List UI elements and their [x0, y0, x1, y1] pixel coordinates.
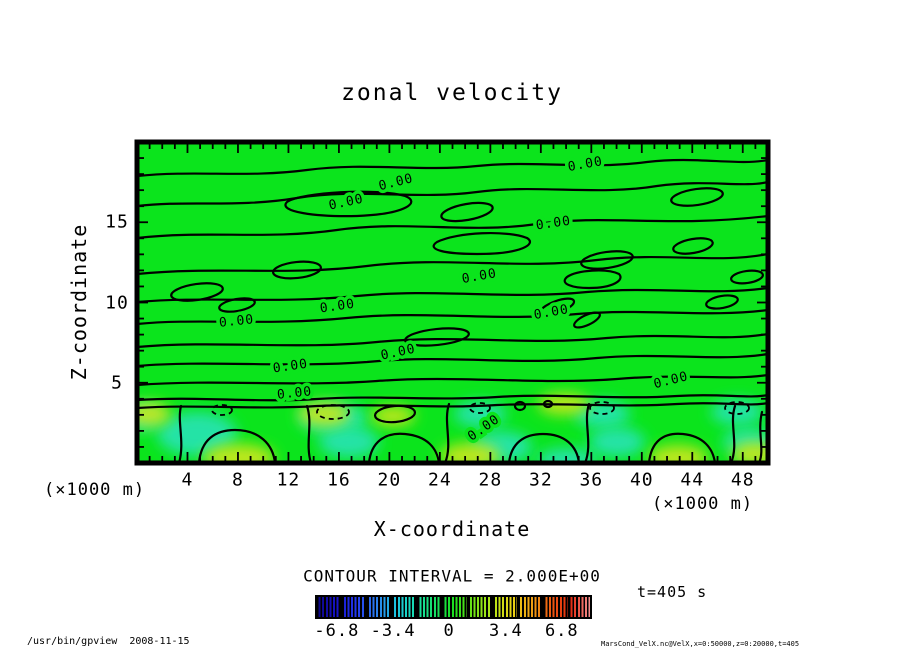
chart-title: zonal velocity [341, 80, 563, 106]
x-tick-label: 36 [579, 469, 604, 491]
colorbar-gradient [317, 597, 590, 617]
colorbar-tick-label: -3.4 [370, 621, 416, 641]
footer-program-path: /usr/bin/gpview 2008-11-15 [27, 636, 190, 647]
y-tick-label: 10 [105, 292, 129, 313]
colorbar [315, 595, 592, 619]
contour-interval-label: CONTOUR INTERVAL = 2.000E+00 [303, 566, 601, 586]
x-tick-label: 24 [428, 469, 452, 491]
x-axis-label: X-coordinate [373, 517, 531, 541]
time-label: t=405 s [637, 583, 708, 601]
y-tick-label: 15 [105, 211, 129, 233]
contour-plot-canvas: 0.000.000.000.000.000.00 0.000.000.000.00… [134, 139, 771, 466]
x-tick-label: 28 [478, 469, 503, 491]
x-tick-label: 32 [528, 469, 553, 491]
y-axis-label: Z-coordinate [67, 223, 91, 381]
x-tick-label: 8 [232, 469, 244, 491]
x-tick-label: 4 [181, 469, 194, 491]
x-tick-label: 16 [327, 469, 351, 491]
x-tick-label: 48 [730, 469, 755, 491]
x-tick-label: 40 [629, 469, 654, 491]
x-tick-label: 44 [680, 469, 705, 491]
x-tick-label: 20 [377, 469, 402, 491]
footer-data-source: MarsCond_VelX.nc@VelX,x=0:50000,z=0:2000… [601, 640, 800, 648]
colorbar-tick-label: -6.8 [314, 621, 360, 641]
y-unit-label: (×1000 m) [44, 480, 146, 500]
colorbar-tick-label: 6.8 [544, 621, 579, 641]
y-tick-label: 5 [111, 372, 123, 394]
colorbar-tick-label: 0 [443, 621, 455, 641]
x-unit-label: (×1000 m) [652, 494, 754, 514]
x-tick-label: 12 [276, 469, 301, 491]
colorbar-tick-label: 3.4 [488, 621, 523, 641]
